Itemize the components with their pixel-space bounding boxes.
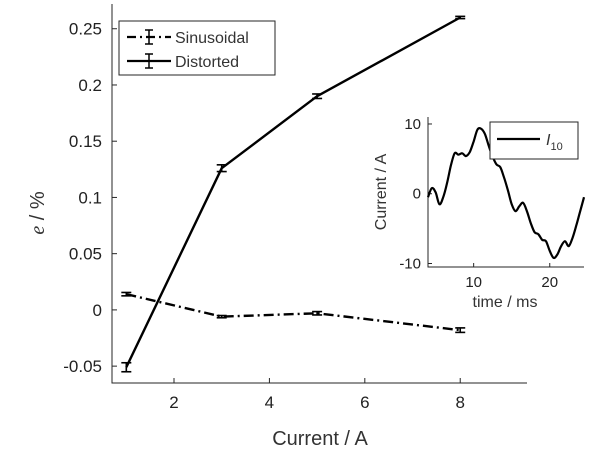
inset-legend: I10 — [489, 121, 579, 160]
main-y-tick-label: 0.15 — [69, 132, 102, 151]
main-axes-frame — [111, 4, 527, 384]
inset-ticks: 10 20 -10 0 10 — [399, 116, 558, 291]
inset-y-tick-label: 0 — [413, 186, 421, 203]
main-y-tick-label: 0.1 — [78, 188, 102, 207]
main-y-tick-label: 0.25 — [69, 20, 102, 39]
main-x-tick-label: 4 — [265, 393, 274, 412]
inset-y-tick-label: -10 — [399, 256, 421, 273]
main-y-axis-symbol: e — [27, 226, 49, 235]
main-y-tick-label: 0.05 — [69, 245, 102, 264]
main-ticks: 2 4 6 8 -0.05 0 0.05 0.1 0.15 0.2 0.25 — [63, 20, 465, 412]
main-x-tick-label: 2 — [169, 393, 178, 412]
inset-axes-frame — [427, 117, 584, 268]
inset-series-line-i10 — [426, 127, 586, 260]
main-y-tick-label: -0.05 — [63, 357, 102, 376]
inset-legend-label: I10 — [546, 132, 563, 153]
main-y-tick-label: 0.2 — [78, 76, 102, 95]
inset-x-axis-label: time / ms — [473, 294, 538, 311]
inset-y-axis-label: Current / A — [373, 153, 390, 230]
main-legend: Sinusoidal Distorted — [118, 20, 276, 76]
main-x-tick-label: 8 — [455, 393, 464, 412]
inset-series — [426, 127, 586, 260]
main-x-tick-label: 6 — [360, 393, 369, 412]
main-series — [121, 15, 466, 373]
inset-x-tick-label: 10 — [465, 274, 482, 291]
inset-legend-box — [489, 121, 579, 160]
main-plot: 2 4 6 8 -0.05 0 0.05 0.1 0.15 0.2 0.25 Current / A… — [27, 4, 527, 450]
legend-label-sinusoidal: Sinusoidal — [175, 30, 249, 47]
main-y-tick-label: 0 — [93, 301, 102, 320]
series-line-distorted — [125, 16, 461, 368]
main-y-axis-label: e / % — [27, 191, 49, 235]
inset-y-tick-label: 10 — [404, 116, 421, 133]
series-line-sinusoidal — [126, 292, 461, 332]
inset-legend-symbol: I — [546, 132, 551, 149]
inset-x-tick-label: 20 — [541, 274, 558, 291]
main-y-axis-unit: / % — [27, 191, 49, 226]
inset-legend-subscript: 10 — [550, 141, 562, 153]
main-x-axis-label: Current / A — [272, 428, 368, 450]
legend-label-distorted: Distorted — [175, 54, 239, 71]
